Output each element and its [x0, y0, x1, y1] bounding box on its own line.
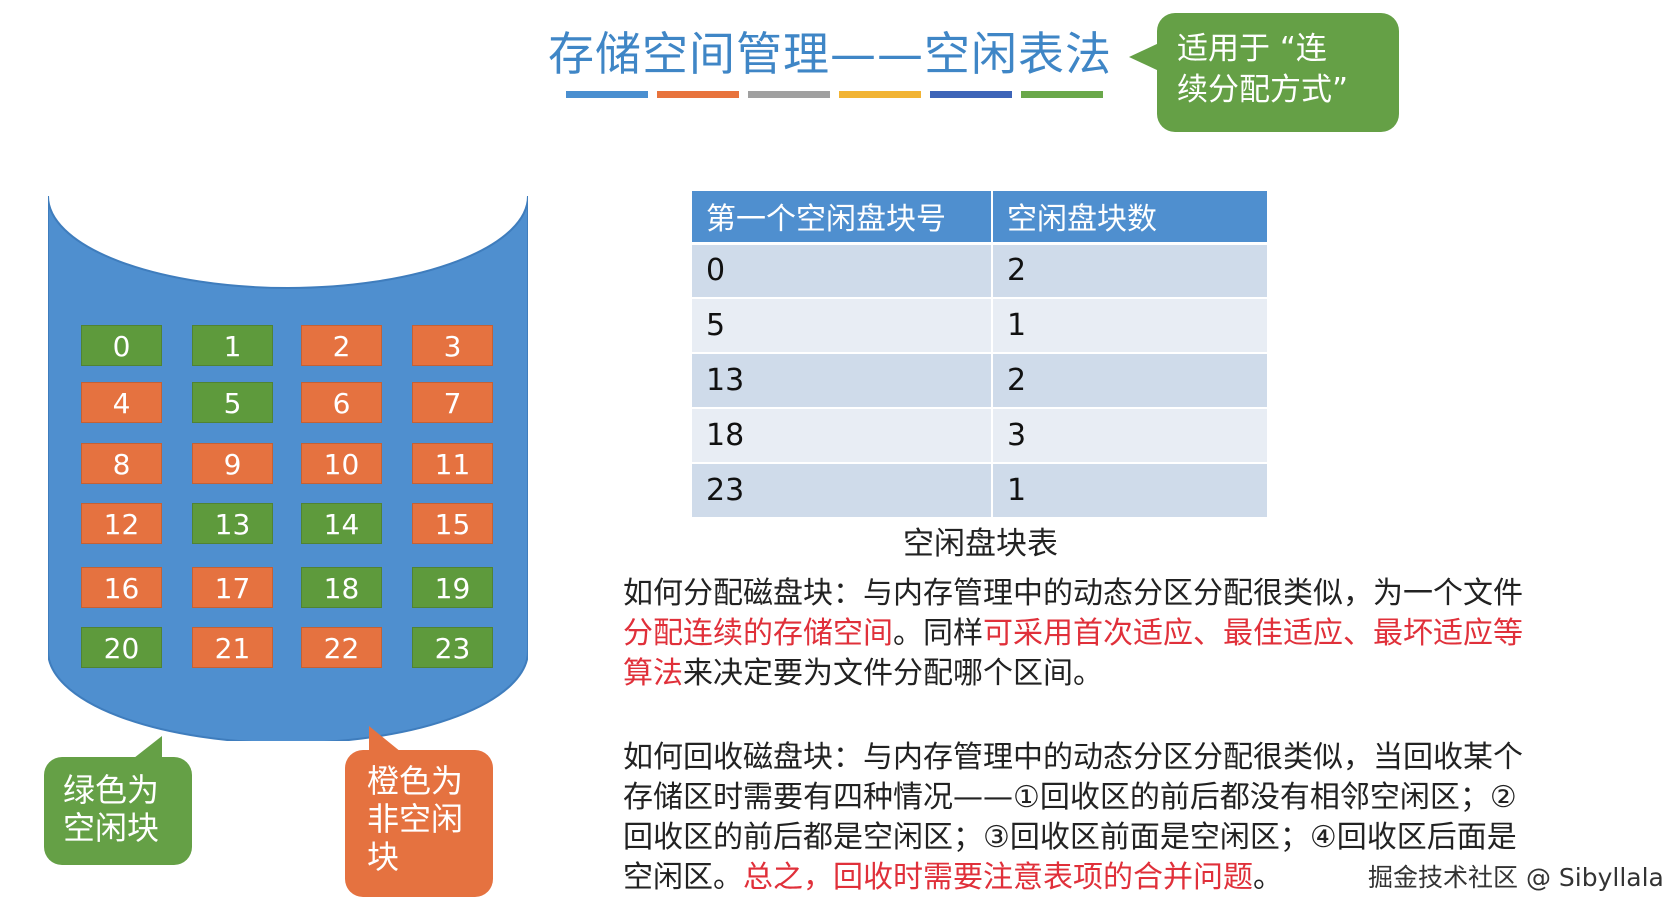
disk-block-13: 13: [192, 503, 273, 544]
first-block-cell: 23: [692, 463, 993, 519]
text-segment: 回收区的前后都是空闲区；③回收区前面是空闲区；④回收区后面是: [623, 820, 1517, 855]
disk-block-6: 6: [301, 382, 382, 423]
disk-block-21: 21: [192, 627, 273, 668]
disk-block-4: 4: [81, 382, 162, 423]
highlighted-text: 可采用首次适应、最佳适应、最坏适应等: [983, 616, 1523, 651]
title-color-bar: [748, 91, 830, 98]
first-block-cell: 13: [692, 353, 993, 409]
text-segment: 如何分配磁盘块：与内存管理中的动态分区分配很类似，为一个文件: [623, 576, 1523, 611]
legend-text: 非空闲: [367, 800, 464, 838]
first-block-cell: 0: [692, 243, 993, 299]
title-color-bar: [839, 91, 921, 98]
free-count-cell: 1: [992, 298, 1269, 354]
watermark: 掘金技术社区 @ Sibyllala: [1368, 863, 1664, 892]
disk-block-2: 2: [301, 325, 382, 366]
free-count-cell: 1: [992, 463, 1269, 519]
disk-block-8: 8: [81, 443, 162, 484]
paragraph-line: 存储区时需要有四种情况——①回收区的前后都没有相邻空闲区；②: [623, 778, 1638, 818]
highlighted-text: 算法: [623, 656, 683, 691]
free-block-table: 第一个空闲盘块号 空闲盘块数 0 2 5 1 13 2 18 3 23 1: [692, 191, 1269, 519]
disk-block-0: 0: [81, 325, 162, 366]
callout-line: 适用于 “连: [1177, 31, 1327, 67]
legend-text: 橙色为: [367, 762, 464, 800]
table-header: 空闲盘块数: [992, 191, 1269, 245]
disk-cylinder: [48, 196, 528, 741]
disk-block-1: 1: [192, 325, 273, 366]
callout-continuous-allocation: 适用于 “连 续分配方式”: [1129, 13, 1399, 132]
disk-block-10: 10: [301, 443, 382, 484]
legend-green-free: 绿色为 空闲块: [44, 736, 192, 865]
text-segment: 。同样: [893, 616, 983, 651]
disk-block-16: 16: [81, 567, 162, 608]
disk-block-19: 19: [412, 567, 493, 608]
disk-block-5: 5: [192, 382, 273, 423]
disk-block-9: 9: [192, 443, 273, 484]
disk-block-12: 12: [81, 503, 162, 544]
table-row: 13 2: [692, 353, 1269, 409]
paragraph-line: 回收区的前后都是空闲区；③回收区前面是空闲区；④回收区后面是: [623, 818, 1638, 858]
title-color-bar: [657, 91, 739, 98]
legend-orange-used: 橙色为 非空闲 块: [345, 726, 493, 897]
disk-block-11: 11: [412, 443, 493, 484]
text-segment: 空闲区。: [623, 860, 743, 895]
legend-text: 绿色为: [63, 771, 160, 809]
title-color-bar: [930, 91, 1012, 98]
table-header: 第一个空闲盘块号: [692, 191, 993, 245]
text-segment: 来决定要为文件分配哪个区间。: [683, 656, 1103, 691]
table-row: 23 1: [692, 463, 1269, 519]
first-block-cell: 18: [692, 408, 993, 464]
title-color-bar: [566, 91, 648, 98]
disk-block-15: 15: [412, 503, 493, 544]
text-segment: 。: [1253, 860, 1283, 895]
paragraph-line: 算法来决定要为文件分配哪个区间。: [623, 654, 1638, 694]
disk-block-23: 23: [412, 627, 493, 668]
slide-title: 存储空间管理——空闲表法: [548, 27, 1112, 81]
free-count-cell: 2: [992, 243, 1269, 299]
callout-line: 续分配方式”: [1177, 72, 1349, 108]
disk-block-3: 3: [412, 325, 493, 366]
title-color-bar: [1021, 91, 1103, 98]
paragraph-line: 如何分配磁盘块：与内存管理中的动态分区分配很类似，为一个文件: [623, 574, 1638, 614]
allocation-paragraph: 如何分配磁盘块：与内存管理中的动态分区分配很类似，为一个文件 分配连续的存储空间。…: [623, 574, 1638, 694]
reclaim-paragraph: 如何回收磁盘块：与内存管理中的动态分区分配很类似，当回收某个 存储区时需要有四种情…: [623, 738, 1638, 898]
disk-block-14: 14: [301, 503, 382, 544]
free-count-cell: 2: [992, 353, 1269, 409]
paragraph-line: 如何回收磁盘块：与内存管理中的动态分区分配很类似，当回收某个: [623, 738, 1638, 778]
disk-block-22: 22: [301, 627, 382, 668]
highlighted-text: 总之，回收时需要注意表项的合并问题: [743, 860, 1253, 895]
highlighted-text: 分配连续的存储空间: [623, 616, 893, 651]
paragraph-line: 分配连续的存储空间。同样可采用首次适应、最佳适应、最坏适应等: [623, 614, 1638, 654]
disk-block-20: 20: [81, 627, 162, 668]
disk-block-7: 7: [412, 382, 493, 423]
disk-block-17: 17: [192, 567, 273, 608]
disk-block-18: 18: [301, 567, 382, 608]
text-segment: 如何回收磁盘块：与内存管理中的动态分区分配很类似，当回收某个: [623, 740, 1523, 775]
text-segment: 存储区时需要有四种情况——①回收区的前后都没有相邻空闲区；②: [623, 780, 1517, 815]
table-row: 18 3: [692, 408, 1269, 464]
legend-text: 空闲块: [63, 809, 160, 847]
paragraph-line: 空闲区。总之，回收时需要注意表项的合并问题。: [623, 858, 1638, 898]
first-block-cell: 5: [692, 298, 993, 354]
table-caption: 空闲盘块表: [903, 526, 1058, 562]
legend-text: 块: [367, 838, 400, 876]
free-count-cell: 3: [992, 408, 1269, 464]
